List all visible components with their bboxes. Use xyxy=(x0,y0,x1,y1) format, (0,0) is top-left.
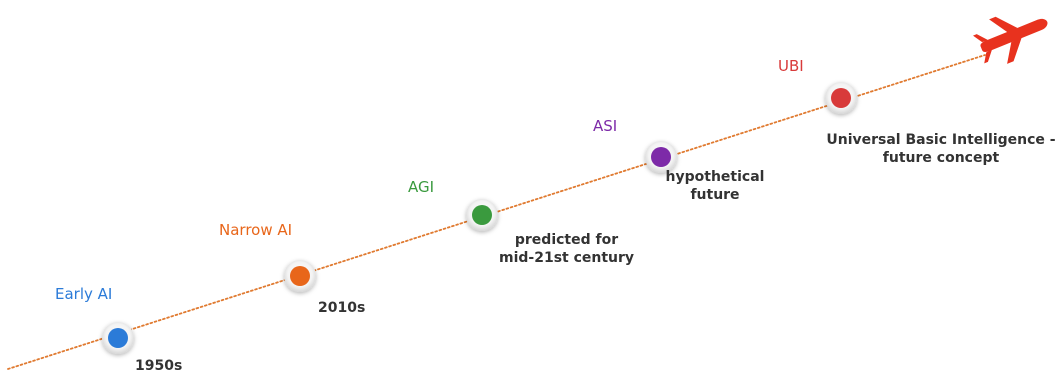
timeline-line xyxy=(7,54,986,370)
milestone-label-narrow-ai: Narrow AI xyxy=(219,221,293,239)
milestone-label-asi: ASI xyxy=(593,117,618,135)
milestone-label-ubi: UBI xyxy=(778,57,804,75)
milestone-marker-narrow-ai xyxy=(284,260,316,292)
milestone-description-agi: predicted for mid-21st century xyxy=(499,232,635,266)
milestone-marker-early-ai xyxy=(102,322,134,354)
milestone-description-ubi: Universal Basic Intelligence - future con… xyxy=(826,132,1056,166)
milestone-marker-agi xyxy=(466,199,498,231)
milestone-description-asi: hypothetical future xyxy=(665,169,765,203)
milestone-marker-asi xyxy=(645,141,677,173)
airplane-icon xyxy=(973,16,1048,64)
milestone-label-agi: AGI xyxy=(408,178,435,196)
milestone-marker-ubi xyxy=(825,82,857,114)
milestone-label-early-ai: Early AI xyxy=(55,285,113,303)
milestone-description-early-ai: 1950s xyxy=(135,358,183,374)
milestone-description-narrow-ai: 2010s xyxy=(318,300,366,316)
